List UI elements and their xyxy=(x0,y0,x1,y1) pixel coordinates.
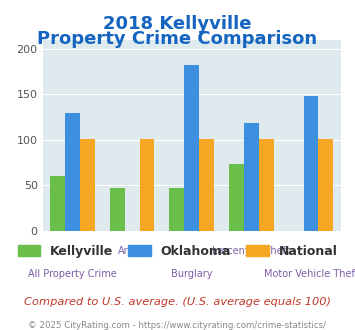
Bar xyxy=(229,164,244,231)
Bar xyxy=(110,188,125,231)
Text: 2018 Kellyville: 2018 Kellyville xyxy=(103,15,252,33)
Bar xyxy=(304,96,318,231)
Bar xyxy=(318,139,333,231)
Text: Property Crime Comparison: Property Crime Comparison xyxy=(37,30,318,48)
Bar xyxy=(50,176,65,231)
Bar xyxy=(259,139,274,231)
Text: Compared to U.S. average. (U.S. average equals 100): Compared to U.S. average. (U.S. average … xyxy=(24,297,331,307)
Text: Arson: Arson xyxy=(118,246,146,256)
Text: © 2025 CityRating.com - https://www.cityrating.com/crime-statistics/: © 2025 CityRating.com - https://www.city… xyxy=(28,321,327,330)
Bar xyxy=(244,123,259,231)
Bar xyxy=(199,139,214,231)
Legend: Kellyville, Oklahoma, National: Kellyville, Oklahoma, National xyxy=(12,240,343,263)
Text: Burglary: Burglary xyxy=(171,269,212,279)
Text: Motor Vehicle Theft: Motor Vehicle Theft xyxy=(264,269,355,279)
Bar xyxy=(184,65,199,231)
Bar xyxy=(65,113,80,231)
Bar xyxy=(140,139,154,231)
Text: Larceny & Theft: Larceny & Theft xyxy=(212,246,290,256)
Bar xyxy=(80,139,95,231)
Text: All Property Crime: All Property Crime xyxy=(28,269,117,279)
Bar xyxy=(169,188,184,231)
